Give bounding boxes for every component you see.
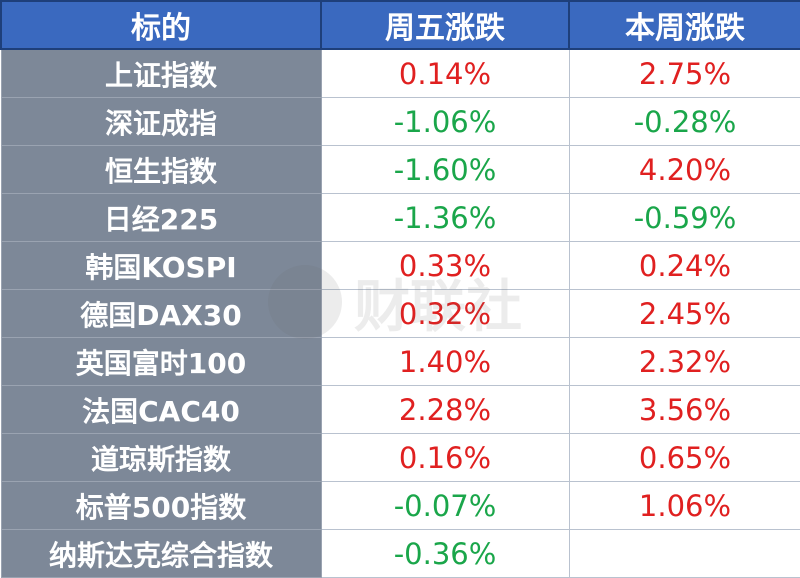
friday-change: -1.06%	[320, 97, 570, 146]
table-row: 德国DAX30 0.32% 2.45%	[0, 289, 800, 338]
friday-change: 0.14%	[320, 48, 570, 98]
week-change: 2.32%	[568, 337, 800, 386]
header-friday-change: 周五涨跌	[320, 0, 570, 50]
table-row: 标普500指数 -0.07% 1.06%	[0, 481, 800, 530]
index-name: 纳斯达克综合指数	[0, 529, 322, 578]
header-week-change: 本周涨跌	[568, 0, 800, 50]
table-row: 法国CAC40 2.28% 3.56%	[0, 385, 800, 434]
week-change: -0.59%	[568, 193, 800, 242]
index-name: 英国富时100	[0, 337, 322, 386]
table-row: 纳斯达克综合指数 -0.36%	[0, 529, 800, 578]
friday-change: -1.60%	[320, 145, 570, 194]
week-change: 0.65%	[568, 433, 800, 482]
index-name: 上证指数	[0, 48, 322, 98]
header-index: 标的	[0, 0, 322, 50]
friday-change: 0.16%	[320, 433, 570, 482]
friday-change: 0.32%	[320, 289, 570, 338]
friday-change: -0.36%	[320, 529, 570, 578]
table-row: 上证指数 0.14% 2.75%	[0, 48, 800, 98]
table-row: 英国富时100 1.40% 2.32%	[0, 337, 800, 386]
week-change	[568, 529, 800, 578]
week-change: 1.06%	[568, 481, 800, 530]
week-change: -0.28%	[568, 97, 800, 146]
week-change: 4.20%	[568, 145, 800, 194]
week-change: 2.45%	[568, 289, 800, 338]
table-row: 韩国KOSPI 0.33% 0.24%	[0, 241, 800, 290]
table-row: 道琼斯指数 0.16% 0.65%	[0, 433, 800, 482]
index-name: 恒生指数	[0, 145, 322, 194]
week-change: 3.56%	[568, 385, 800, 434]
header-row: 标的 周五涨跌 本周涨跌	[0, 0, 800, 50]
index-name: 法国CAC40	[0, 385, 322, 434]
index-name: 道琼斯指数	[0, 433, 322, 482]
index-name: 标普500指数	[0, 481, 322, 530]
friday-change: 0.33%	[320, 241, 570, 290]
week-change: 0.24%	[568, 241, 800, 290]
week-change: 2.75%	[568, 48, 800, 98]
table-row: 深证成指 -1.06% -0.28%	[0, 97, 800, 146]
index-name: 德国DAX30	[0, 289, 322, 338]
index-name: 深证成指	[0, 97, 322, 146]
index-name: 日经225	[0, 193, 322, 242]
friday-change: 2.28%	[320, 385, 570, 434]
table-row: 日经225 -1.36% -0.59%	[0, 193, 800, 242]
friday-change: -0.07%	[320, 481, 570, 530]
friday-change: 1.40%	[320, 337, 570, 386]
table-row: 恒生指数 -1.60% 4.20%	[0, 145, 800, 194]
friday-change: -1.36%	[320, 193, 570, 242]
index-name: 韩国KOSPI	[0, 241, 322, 290]
